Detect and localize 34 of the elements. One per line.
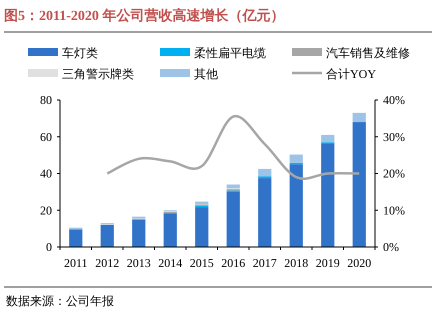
y-tick-label: 0 <box>46 240 52 254</box>
legend-label: 汽车销售及维修 <box>326 46 410 60</box>
legend-label: 柔性扁平电缆 <box>194 46 266 60</box>
source-note: 数据来源：公司年报 <box>6 294 114 308</box>
legend-label: 三角警示牌类 <box>62 67 134 81</box>
x-tick-label: 2018 <box>284 256 308 270</box>
y2-tick-label: 30% <box>383 130 405 144</box>
legend-item: 其他 <box>160 67 218 81</box>
legend-label: 车灯类 <box>62 46 98 60</box>
x-tick-label: 2017 <box>252 256 277 270</box>
y-tick-label: 20 <box>40 203 52 218</box>
legend-item: 三角警示牌类 <box>28 67 134 81</box>
legend-label: 其他 <box>194 67 218 81</box>
x-tick-label: 2019 <box>316 256 340 270</box>
y2-tick-label: 0% <box>383 240 399 254</box>
y-tick-label: 60 <box>40 130 52 144</box>
y-tick-label: 80 <box>40 93 52 107</box>
title: 图5：2011-2020 年公司营收高速增长（亿元） <box>4 9 284 24</box>
legend-item: 汽车销售及维修 <box>292 46 410 60</box>
x-tick-label: 2011 <box>64 256 88 270</box>
x-tick-label: 2015 <box>190 256 214 270</box>
legend-item: 柔性扁平电缆 <box>160 46 266 60</box>
y-tick-label: 40 <box>40 166 52 180</box>
x-tick-label: 2020 <box>347 256 372 270</box>
y2-tick-label: 10% <box>383 203 405 218</box>
x-tick-label: 2014 <box>158 256 182 270</box>
legend-item: 车灯类 <box>28 46 98 60</box>
x-tick-label: 2012 <box>95 256 120 270</box>
legend-item: 合计YOY <box>292 67 376 81</box>
y2-tick-label: 40% <box>383 93 405 107</box>
y2-tick-label: 20% <box>383 166 405 180</box>
x-tick-label: 2016 <box>221 256 246 270</box>
x-tick-label: 2013 <box>126 256 151 270</box>
legend-label: 合计YOY <box>326 67 376 81</box>
